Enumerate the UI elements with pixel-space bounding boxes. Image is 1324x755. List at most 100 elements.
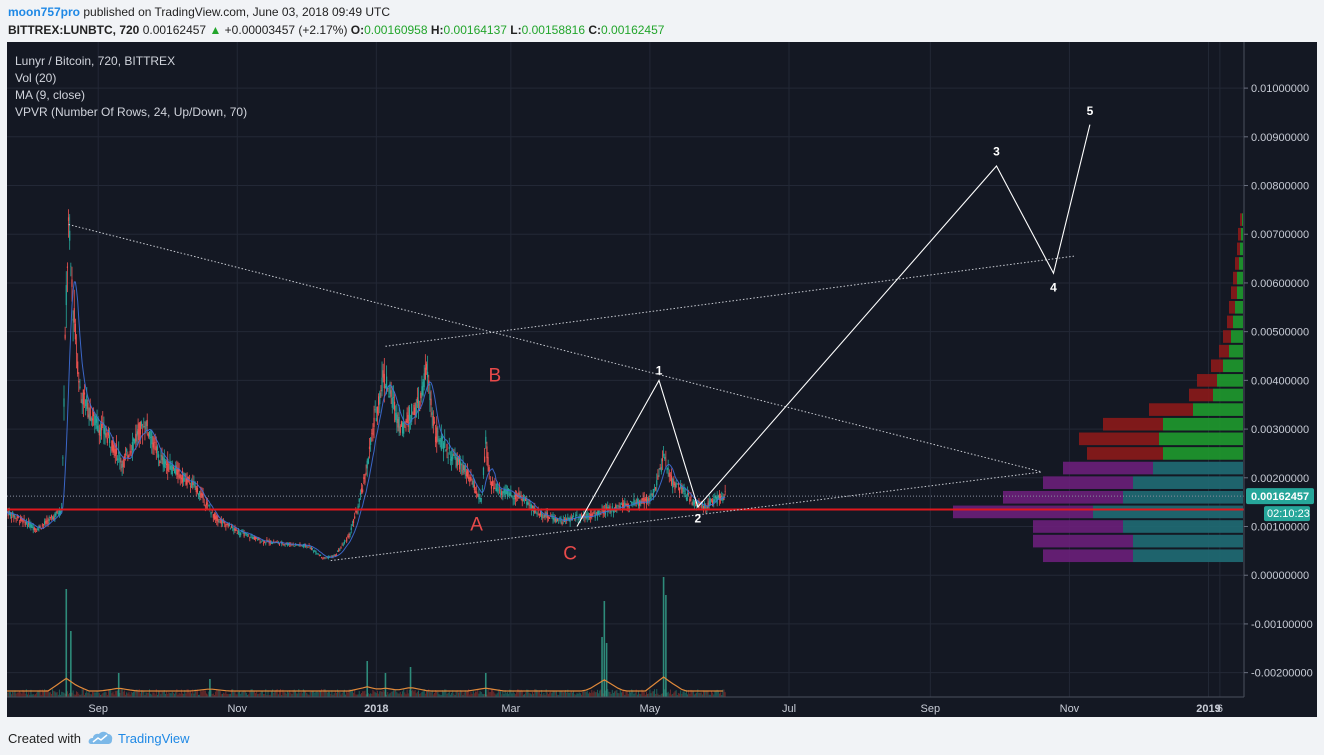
volume-bar xyxy=(671,694,673,697)
volume-bar xyxy=(21,693,23,697)
volume-bar xyxy=(144,694,146,697)
volume-bar xyxy=(550,691,552,697)
vpvr-down-bar xyxy=(1063,461,1153,475)
candle-body xyxy=(368,446,371,450)
candle-body xyxy=(203,504,205,506)
volume-bar xyxy=(14,690,16,697)
volume-bar xyxy=(241,692,243,697)
candle-body xyxy=(466,470,469,477)
volume-bar xyxy=(429,692,431,697)
volume-bar xyxy=(322,692,324,697)
candle-body xyxy=(69,230,71,241)
price-axis[interactable]: 0.01000000 0.00900000 0.00800000 0.00700000… xyxy=(1243,42,1317,717)
candle-body xyxy=(179,474,181,479)
volume-bar xyxy=(722,689,724,697)
vpvr-down-bar xyxy=(1235,257,1239,270)
volume-bar xyxy=(158,691,160,697)
abc-label: C xyxy=(563,544,577,565)
volume-bar xyxy=(566,692,568,697)
wave-label: 3 xyxy=(993,144,1000,158)
candle-body xyxy=(635,502,637,504)
volume-bar xyxy=(449,694,451,697)
candle-body xyxy=(306,545,308,547)
vpvr-up-bar xyxy=(1093,505,1243,519)
candle-body xyxy=(704,503,706,509)
candle-body xyxy=(423,373,425,388)
candle-body xyxy=(134,439,136,443)
candle-body xyxy=(326,557,328,558)
candle-body xyxy=(713,499,715,504)
candle-body xyxy=(351,524,353,526)
volume-bar xyxy=(437,691,439,697)
candle-body xyxy=(78,380,80,383)
candle-body xyxy=(700,505,702,508)
candle-body xyxy=(82,389,84,405)
volume-bar xyxy=(440,694,442,697)
candle-body xyxy=(688,493,690,495)
candle-body xyxy=(384,385,387,388)
candle-body xyxy=(667,468,669,470)
candle-body xyxy=(431,412,433,416)
vpvr-up-bar xyxy=(1159,432,1243,446)
time-tick-label: 6 xyxy=(1217,703,1223,715)
legend-volume[interactable]: Vol (20) xyxy=(15,71,56,85)
candle-body xyxy=(486,446,488,459)
candle-body xyxy=(561,522,563,525)
volume-bar xyxy=(194,689,196,697)
price-chart[interactable]: 1 2 3 4 5 A B C Lunyr / Bitcoin, 720, BITTREX V… xyxy=(7,42,1317,717)
legend-ma[interactable]: MA (9, close) xyxy=(15,88,85,102)
volume-bar xyxy=(221,693,223,697)
time-tick-label: May xyxy=(640,703,661,715)
time-tick-label: Sep xyxy=(921,703,941,715)
candle-body xyxy=(322,557,324,559)
candle-body xyxy=(309,547,311,549)
candle-body xyxy=(507,489,510,491)
price-tick-label: -0.00100000 xyxy=(1251,619,1313,631)
author-link[interactable]: moon757pro xyxy=(8,5,81,19)
candle-body xyxy=(258,538,260,541)
tradingview-logo-icon[interactable] xyxy=(88,730,114,746)
candle-body xyxy=(393,401,396,411)
volume-bar xyxy=(273,692,275,697)
volume-bar xyxy=(159,691,161,697)
volume-bar xyxy=(52,689,54,697)
candle-body xyxy=(588,517,591,519)
candle-body xyxy=(235,529,237,531)
candle-body xyxy=(30,524,32,528)
volume-bar xyxy=(669,689,671,697)
volume-bar xyxy=(27,694,29,697)
candle-body xyxy=(362,489,364,493)
candle-body xyxy=(379,392,381,404)
volume-bar xyxy=(225,691,227,697)
candle-body xyxy=(708,501,710,507)
volume-bar xyxy=(343,689,345,697)
volume-bar xyxy=(707,690,709,697)
candle-body xyxy=(572,516,575,517)
volume-bar xyxy=(600,689,602,697)
tradingview-link[interactable]: TradingView xyxy=(118,731,190,746)
volume-bar xyxy=(346,690,348,697)
vpvr-up-bar xyxy=(1237,271,1243,285)
legend-vpvr[interactable]: VPVR (Number Of Rows, 24, Up/Down, 70) xyxy=(15,105,247,119)
candle-body xyxy=(342,544,344,546)
chart-container[interactable]: 1 2 3 4 5 A B C Lunyr / Bitcoin, 720, BITTREX V… xyxy=(7,42,1317,717)
vpvr-down-bar xyxy=(1043,476,1133,489)
volume-bar xyxy=(382,690,384,697)
candle-body xyxy=(17,516,19,518)
candle-body xyxy=(487,456,489,467)
vpvr-down-bar xyxy=(1033,534,1133,548)
volume-bar xyxy=(464,690,466,697)
candle-body xyxy=(199,491,201,495)
candle-body xyxy=(644,498,646,501)
volume-bar xyxy=(260,691,262,697)
candle-body xyxy=(14,516,16,519)
legend-title[interactable]: Lunyr / Bitcoin, 720, BITTREX xyxy=(15,54,175,68)
candle-body xyxy=(595,512,597,514)
candle-body xyxy=(401,422,404,434)
candle-body xyxy=(478,493,480,500)
candle-body xyxy=(170,465,172,471)
candle-body xyxy=(452,454,454,460)
candle-body xyxy=(9,512,12,516)
volume-bar xyxy=(364,690,366,697)
